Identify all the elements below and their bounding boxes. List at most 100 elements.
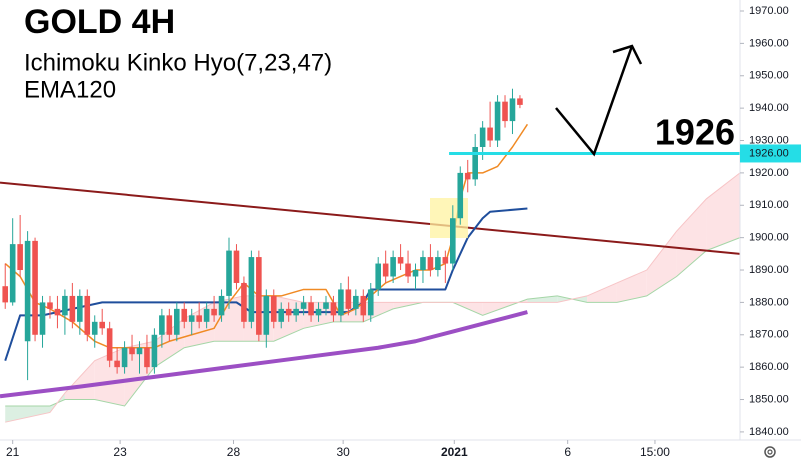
x-tick-label: 30 [336,445,350,459]
y-tick-label: 1950.00 [749,70,789,82]
candle-body [278,308,285,322]
candle-body [256,257,262,335]
x-tick-label: 15:00 [640,445,670,459]
candle-body [457,172,464,219]
candle-body [181,308,188,322]
candle-body [226,250,232,296]
y-tick-label: 1890.00 [749,264,789,276]
candle-body [315,308,322,316]
y-tick-label: 1900.00 [749,232,789,244]
price-label: 1926.00 [749,147,789,159]
candle-body [159,315,165,335]
candle-body [84,295,91,335]
candle-body [144,347,150,368]
candle-body [390,257,396,277]
x-tick-label: 21 [6,445,20,459]
candle-body [509,98,516,122]
candle-body [77,295,83,322]
y-tick-label: 1840.00 [749,426,789,438]
candle-body [435,257,441,271]
indicator-label: EMA120 [24,76,116,103]
y-tick-label: 1960.00 [749,37,789,49]
candle-body [203,308,210,322]
indicator-line [0,310,528,399]
candle-body [353,295,359,309]
candle-body [166,315,173,335]
cloud-fill [5,406,50,423]
candle-body [17,244,23,271]
candle-body [62,295,68,316]
y-tick-label: 1920.00 [749,167,789,179]
candle-body [54,308,61,316]
candle-body [91,321,98,335]
candle-body [151,334,158,368]
overlay [2,88,740,381]
candle-body [494,101,501,141]
candle-body [263,295,270,335]
y-tick-label: 1850.00 [749,393,789,405]
y-tick-label: 1910.00 [749,199,789,211]
candle-body [367,289,374,316]
settings-icon[interactable] [764,446,776,458]
y-tick-label: 1860.00 [749,361,789,373]
candle-body [218,295,225,316]
x-tick-label: 2021 [441,445,468,459]
cloud-fill [587,282,617,303]
y-tick-label: 1970.00 [749,5,789,17]
candle-body [360,295,367,316]
annotation: 1926 [655,112,735,153]
y-tick-label: 1940.00 [749,102,789,114]
candle-body [479,127,486,147]
candle-body [472,146,478,180]
candle-body [188,315,195,322]
candle-body [285,308,292,316]
cloud-fill [64,360,95,400]
y-tick-label: 1870.00 [749,329,789,341]
drawn-arrow [555,45,634,157]
x-tick-label: 23 [113,445,127,459]
arrow-head [612,44,643,65]
candle-body [69,295,76,322]
cloud-fill [616,270,647,303]
candle-body [24,240,31,342]
candle-body [442,257,449,264]
candle-body [211,308,217,316]
candle-body [412,270,419,277]
candle-body [382,263,389,277]
x-tick-label: 28 [227,445,241,459]
candle-body [427,257,434,271]
candle-body [136,347,143,355]
x-tick-label: 6 [564,445,571,459]
cloud-span [5,237,741,407]
candle-body [300,302,307,309]
candle-body [270,295,277,322]
candle-body [196,315,202,322]
candle-body [9,244,16,303]
candle-body [338,289,344,316]
candle-body [2,286,9,303]
candle-body [517,98,523,105]
candle-body [420,257,426,271]
candle-body [129,347,135,355]
cloud-fill [527,295,558,303]
y-tick-label: 1880.00 [749,296,789,308]
candle-body [323,302,329,309]
candle-body [106,328,113,361]
candle-body [241,282,247,322]
price-label-box [740,144,801,163]
candle-body [99,321,105,329]
candle-body [308,302,314,316]
candle-body [39,302,46,335]
candle-body [397,257,404,264]
candle-body [330,302,337,316]
candle-body [487,127,493,141]
candle-body [32,240,38,335]
y-tick-label: 1930.00 [749,134,789,146]
cloud-fill [676,198,707,277]
candle-body [502,101,508,122]
candle-body [47,302,53,309]
candle-body [248,257,255,322]
candle-body [405,263,411,277]
chart-subtitle: Ichimoku Kinko Hyo(7,23,47) [24,49,332,76]
